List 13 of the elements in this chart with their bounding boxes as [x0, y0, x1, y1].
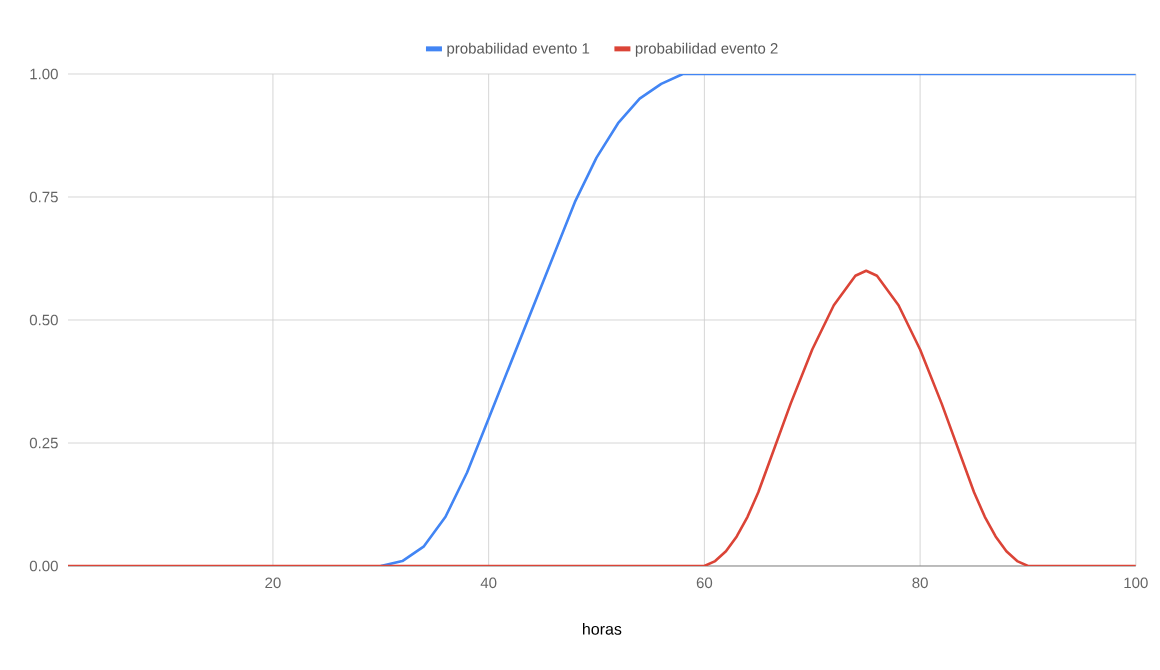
y-tick-label: 0.25	[29, 437, 58, 449]
y-tick-label: 1.00	[30, 68, 58, 80]
x-tick-label: 100	[1124, 577, 1148, 589]
x-tick-label: 60	[696, 577, 713, 589]
x-tick-label: 40	[480, 577, 497, 589]
x-axis-title: horas	[583, 623, 622, 635]
legend-label: probabilidad evento 1	[447, 42, 590, 57]
y-tick-label: 0.75	[29, 191, 58, 203]
x-tick-label: 20	[265, 577, 281, 589]
legend-label: probabilidad evento 2	[635, 42, 778, 57]
y-tick-label: 0.00	[29, 560, 58, 572]
x-tick-label: 80	[912, 577, 928, 589]
y-tick-label: 0.50	[29, 314, 58, 326]
